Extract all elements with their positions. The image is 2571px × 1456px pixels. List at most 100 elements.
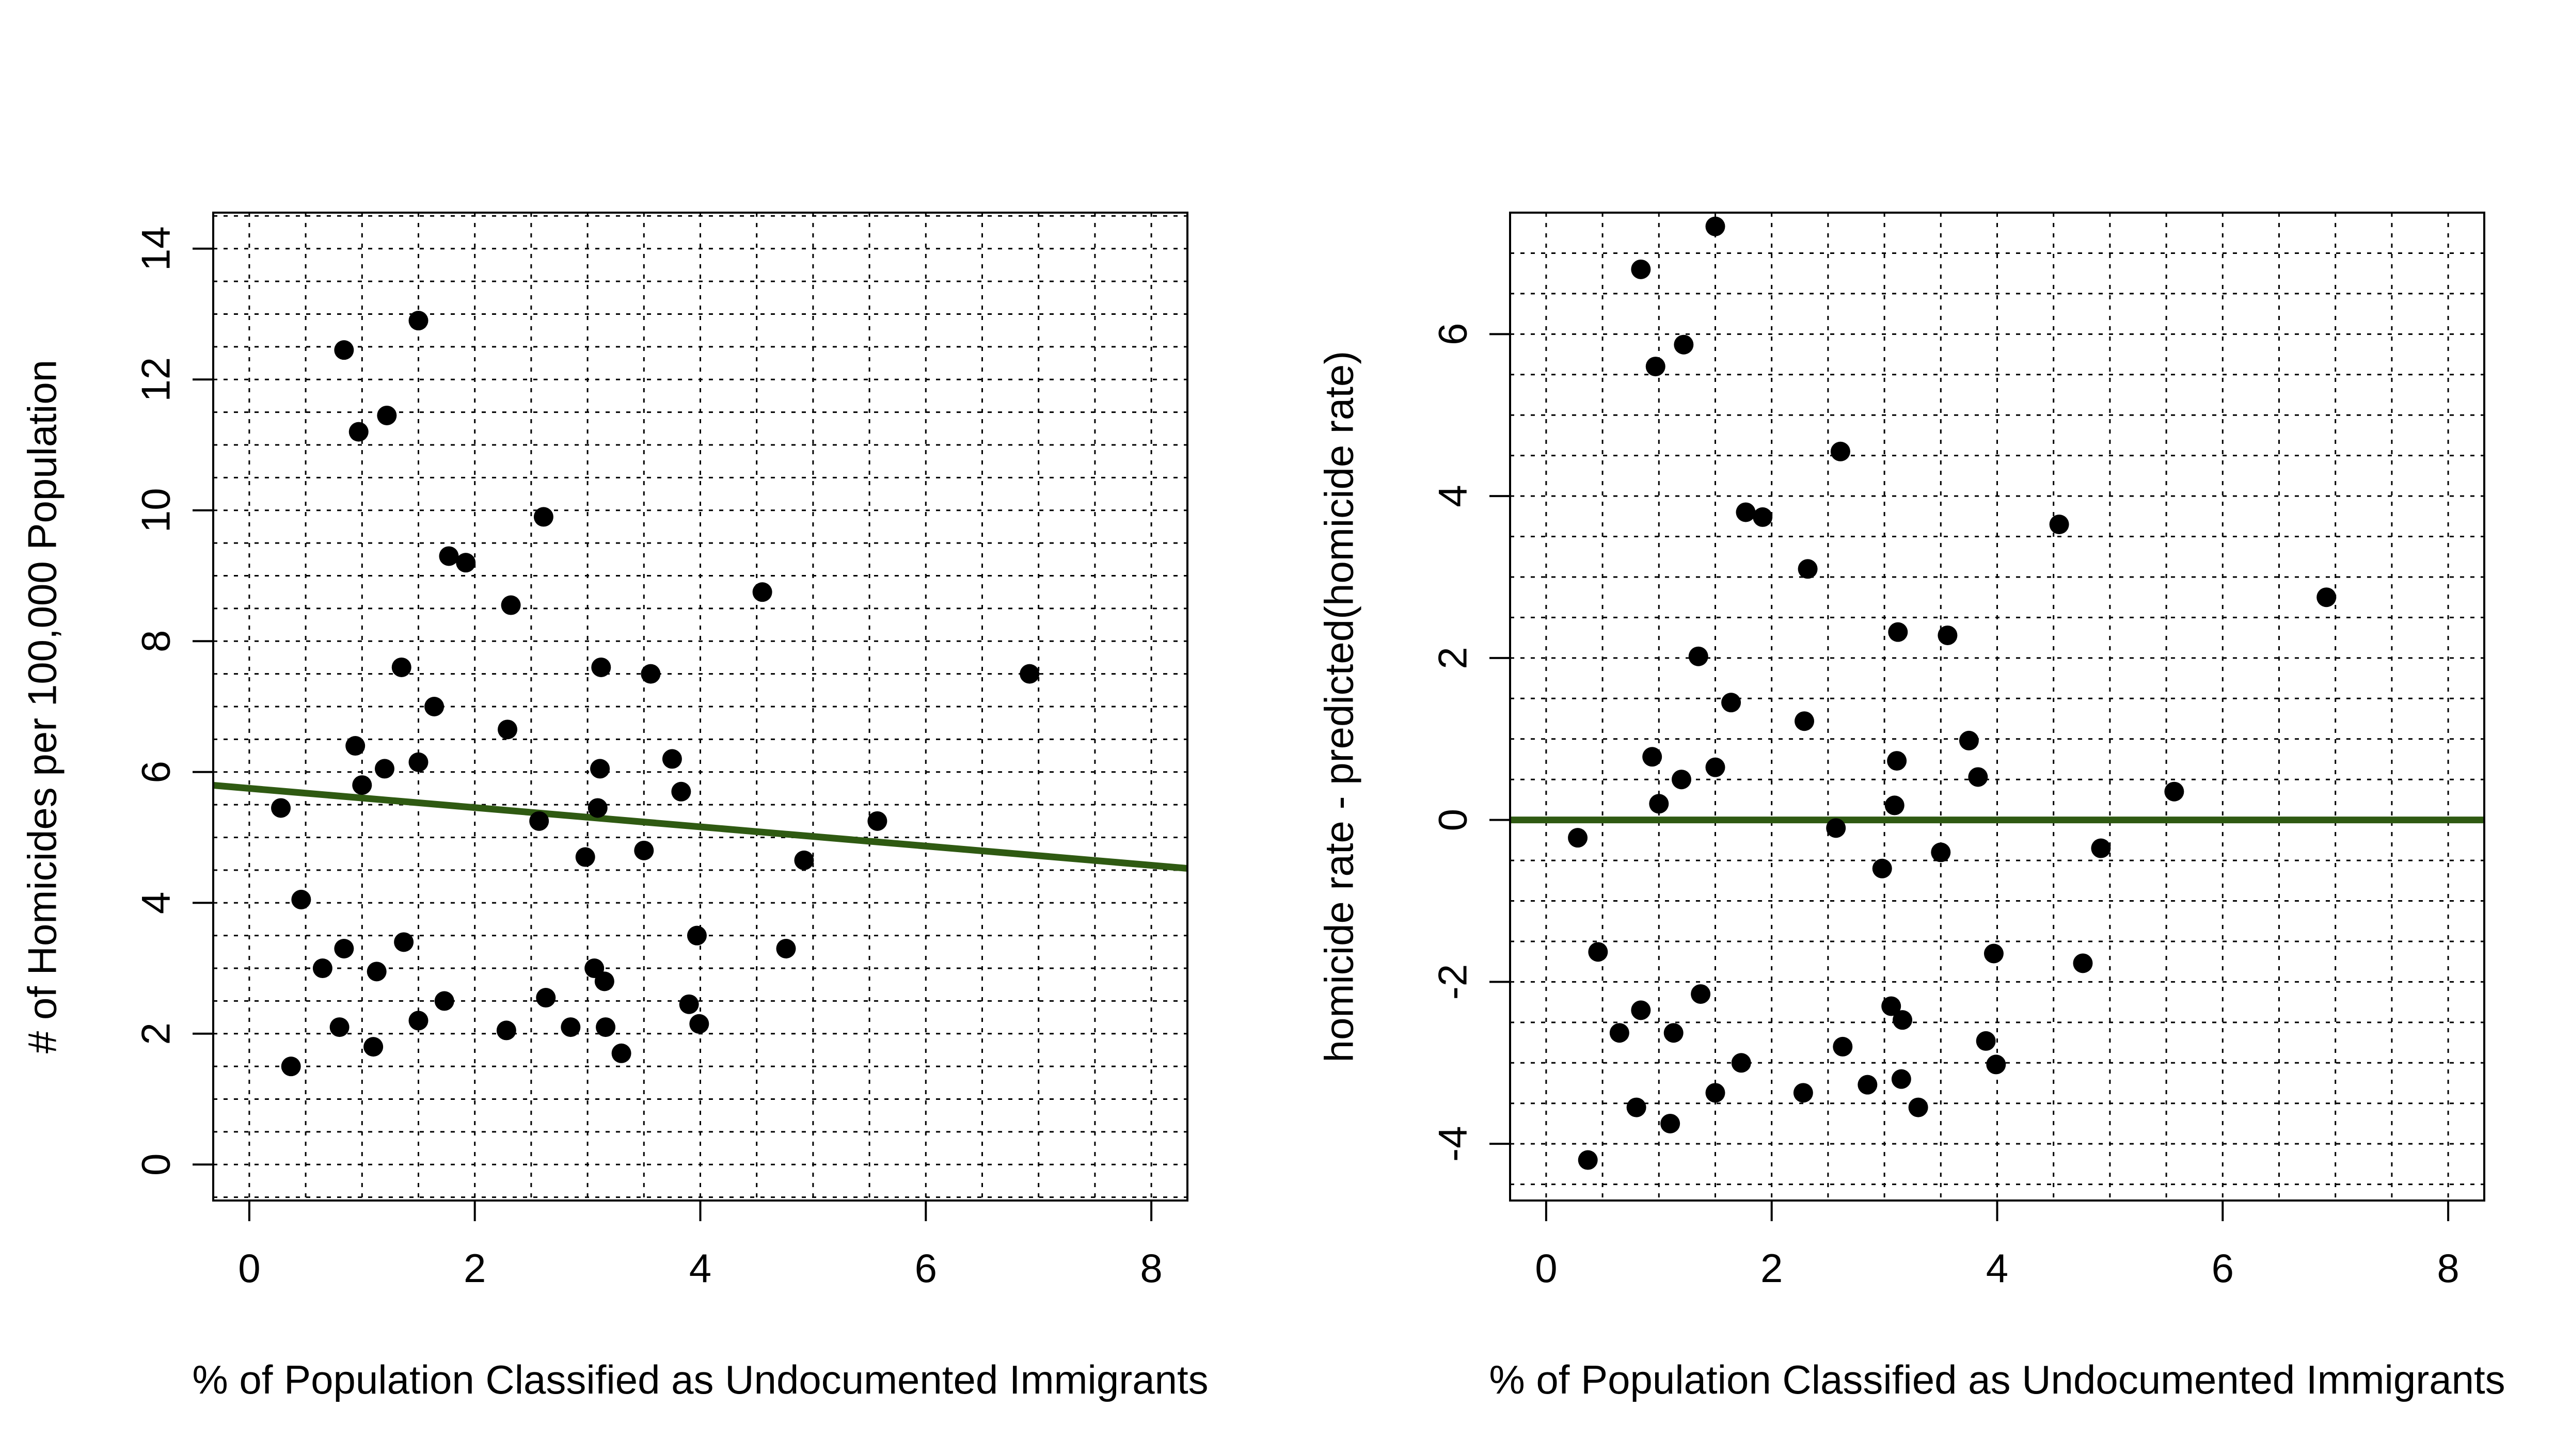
x-axis-label: % of Population Classified as Undocument… — [1489, 1357, 2505, 1402]
data-point — [281, 1057, 301, 1077]
x-tick-label: 4 — [1986, 1245, 2008, 1291]
data-point — [2316, 587, 2337, 607]
data-point — [662, 749, 682, 769]
y-axis-label: # of Homicides per 100,000 Population — [20, 360, 65, 1053]
data-point — [1609, 1023, 1629, 1043]
data-point — [1626, 1097, 1646, 1117]
x-tick-label: 0 — [238, 1245, 260, 1291]
data-point — [1705, 1083, 1725, 1103]
data-point — [1908, 1097, 1928, 1117]
data-point — [2073, 953, 2093, 973]
data-point — [1795, 711, 1815, 731]
y-axis: -4 -2 0 2 4 6 — [1430, 323, 1511, 1162]
data-points — [1568, 216, 2337, 1170]
data-point — [377, 405, 397, 425]
data-point — [1983, 943, 2004, 964]
y-tick-label: 6 — [1430, 323, 1475, 345]
data-point — [1674, 334, 1694, 355]
grid — [213, 213, 1187, 1201]
y-tick-label: 8 — [133, 630, 179, 652]
data-point — [634, 840, 654, 860]
data-point — [1968, 767, 1988, 787]
data-point — [1793, 1083, 1813, 1103]
data-point — [1931, 842, 1951, 862]
data-point — [408, 752, 428, 772]
data-point — [439, 546, 459, 566]
data-point — [1731, 1053, 1751, 1073]
x-axis-label: % of Population Classified as Undocument… — [192, 1357, 1208, 1402]
data-point — [345, 736, 366, 756]
y-tick-label: 2 — [1430, 647, 1475, 669]
data-point — [1798, 559, 1818, 579]
data-point — [1881, 996, 1901, 1016]
data-point — [536, 988, 556, 1008]
data-point — [1858, 1075, 1878, 1095]
data-point — [1938, 625, 1958, 645]
y-tick-label: 12 — [133, 357, 179, 402]
data-point — [591, 657, 611, 677]
data-point — [1578, 1150, 1598, 1170]
x-tick-label: 6 — [2212, 1245, 2234, 1291]
x-tick-label: 2 — [464, 1245, 486, 1291]
data-point — [1736, 502, 1756, 522]
data-point — [1660, 1113, 1680, 1133]
data-point — [1959, 730, 1979, 750]
data-point — [1691, 984, 1711, 1004]
data-point — [671, 781, 691, 802]
data-point — [498, 719, 518, 740]
data-point — [1705, 757, 1725, 777]
data-point — [594, 971, 614, 991]
y-axis-label: homicide rate - predicted(homicide rate) — [1316, 351, 1362, 1063]
y-tick-label: 2 — [133, 1022, 179, 1045]
data-point — [363, 1037, 384, 1057]
data-point — [1688, 646, 1708, 666]
data-point — [374, 759, 394, 779]
data-point — [1642, 747, 1662, 767]
data-point — [501, 595, 521, 615]
y-tick-label: 4 — [1430, 485, 1475, 507]
data-point — [1826, 818, 1846, 838]
data-point — [312, 958, 332, 979]
y-tick-label: 4 — [133, 892, 179, 914]
data-point — [1753, 507, 1773, 527]
data-point — [533, 507, 553, 527]
data-point — [561, 1017, 581, 1037]
data-point — [1671, 770, 1691, 790]
data-point — [575, 847, 595, 867]
data-point — [1891, 1069, 1911, 1089]
data-point — [1645, 357, 1665, 377]
data-point — [867, 811, 887, 831]
homicide-rate-scatter-panel: 0 2 4 6 8 0 2 4 6 8 10 12 14 % of Population Classi… — [20, 212, 1209, 1402]
data-point — [1568, 828, 1588, 848]
data-point — [641, 664, 661, 684]
data-point — [529, 811, 549, 831]
data-point — [391, 657, 411, 677]
data-point — [588, 798, 608, 818]
data-point — [689, 1014, 709, 1034]
data-point — [1893, 1010, 1913, 1030]
data-point — [794, 850, 814, 870]
data-point — [334, 938, 354, 958]
data-point — [1705, 216, 1725, 236]
data-point — [1833, 1036, 1853, 1057]
residuals-scatter-panel: 0 2 4 6 8 -4 -2 0 2 4 6 % of Population Classifie… — [1316, 212, 2505, 1402]
y-axis: 0 2 4 6 8 10 12 14 — [133, 226, 214, 1176]
data-point — [456, 553, 476, 573]
data-point — [2091, 838, 2111, 858]
data-point — [679, 994, 699, 1014]
data-point — [611, 1043, 631, 1063]
grid — [1510, 212, 2484, 1201]
y-tick-label: 10 — [133, 488, 179, 533]
data-point — [1588, 942, 1608, 962]
data-point — [1721, 693, 1741, 713]
data-point — [291, 889, 311, 909]
y-tick-label: -2 — [1430, 964, 1475, 1000]
data-point — [394, 932, 414, 952]
data-point — [367, 962, 387, 982]
y-tick-label: 0 — [1430, 809, 1475, 831]
x-tick-label: 4 — [689, 1245, 711, 1291]
fit-line — [213, 782, 1188, 872]
data-point — [408, 1011, 428, 1031]
data-point — [590, 759, 610, 779]
